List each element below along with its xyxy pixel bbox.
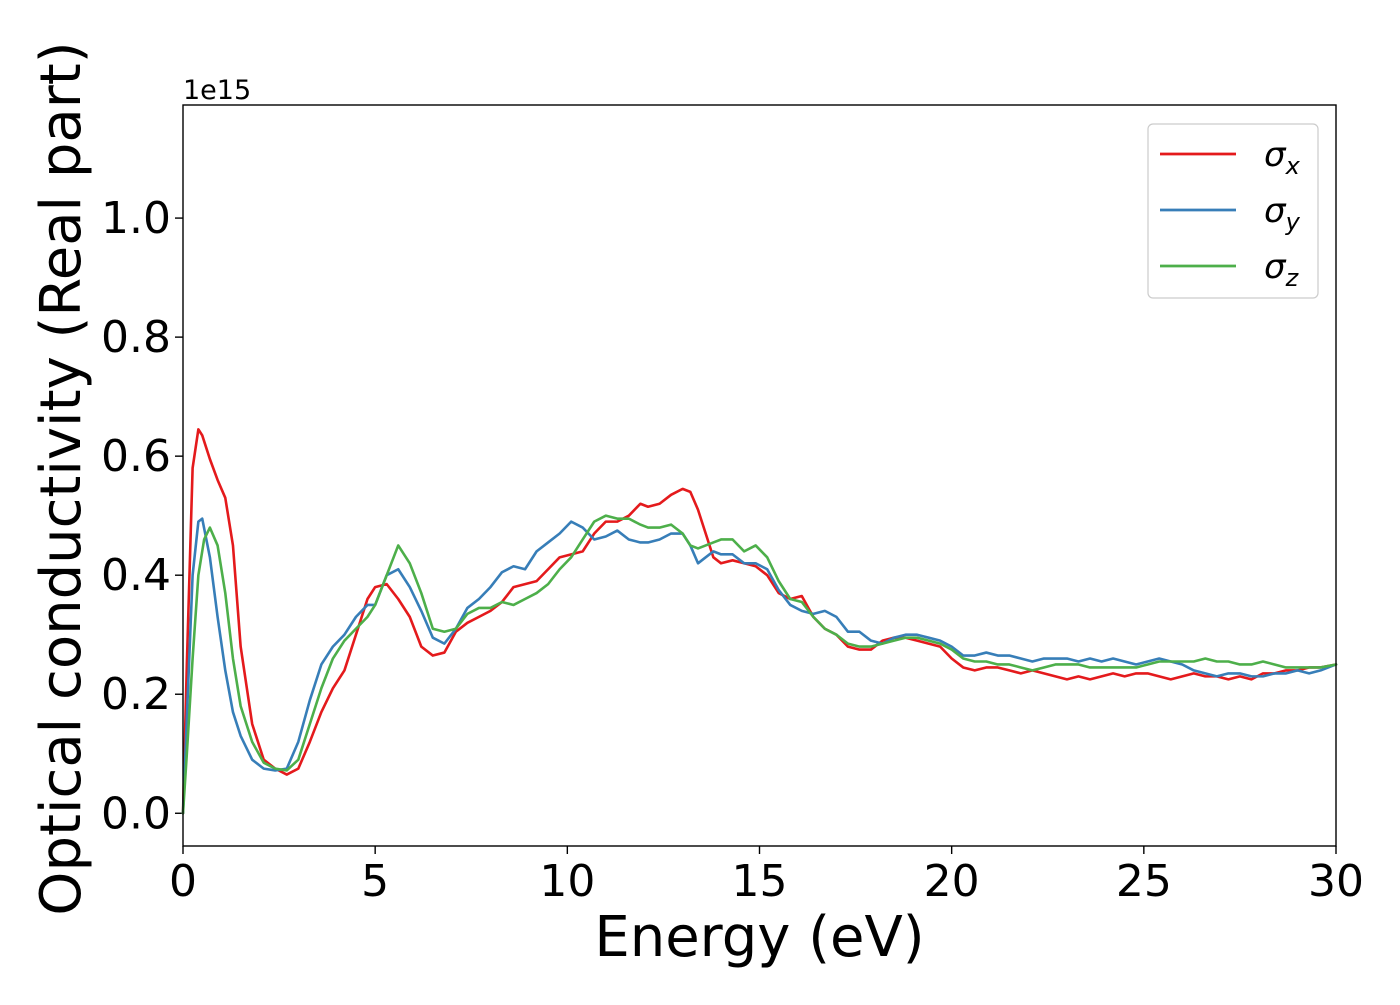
y-axis-offset-label: 1e15 bbox=[183, 75, 251, 106]
series-layer bbox=[181, 428, 1338, 815]
legend-symbol: σ bbox=[1264, 247, 1287, 287]
legend-label-sigma-z: σz bbox=[1264, 247, 1300, 292]
series-line-sigma-y bbox=[181, 517, 1338, 815]
series-line-sigma-z bbox=[181, 514, 1338, 815]
y-tick-label: 0.8 bbox=[101, 312, 171, 363]
y-tick-label: 0.4 bbox=[101, 550, 171, 601]
y-axis-ticks: 0.0 0.2 0.4 0.6 0.8 1.0 bbox=[101, 193, 183, 839]
plot-area-frame bbox=[182, 104, 1337, 847]
x-tick-label: 15 bbox=[732, 856, 788, 907]
x-axis-ticks: 0 5 10 15 20 25 30 bbox=[169, 846, 1364, 907]
y-tick-label: 0.0 bbox=[101, 788, 171, 839]
legend-label-sigma-x: σx bbox=[1264, 135, 1301, 180]
x-tick-label: 20 bbox=[924, 856, 980, 907]
legend-symbol: σ bbox=[1264, 191, 1287, 231]
legend-subscript: x bbox=[1285, 152, 1301, 180]
legend-subscript: z bbox=[1285, 264, 1300, 292]
series-line-sigma-x bbox=[181, 428, 1338, 815]
y-axis-title: Optical conductivity (Real part) bbox=[29, 41, 94, 915]
y-tick-label: 0.6 bbox=[101, 431, 171, 482]
x-axis-title: Energy (eV) bbox=[594, 905, 924, 970]
legend-symbol: σ bbox=[1264, 135, 1287, 175]
x-tick-label: 25 bbox=[1116, 856, 1172, 907]
y-tick-label: 0.2 bbox=[101, 669, 171, 720]
legend-subscript: y bbox=[1285, 208, 1301, 236]
x-tick-label: 30 bbox=[1308, 856, 1364, 907]
legend-label-sigma-y: σy bbox=[1264, 191, 1301, 236]
x-tick-label: 0 bbox=[169, 856, 197, 907]
y-tick-label: 1.0 bbox=[101, 193, 171, 244]
x-tick-label: 5 bbox=[361, 856, 389, 907]
x-tick-label: 10 bbox=[539, 856, 595, 907]
